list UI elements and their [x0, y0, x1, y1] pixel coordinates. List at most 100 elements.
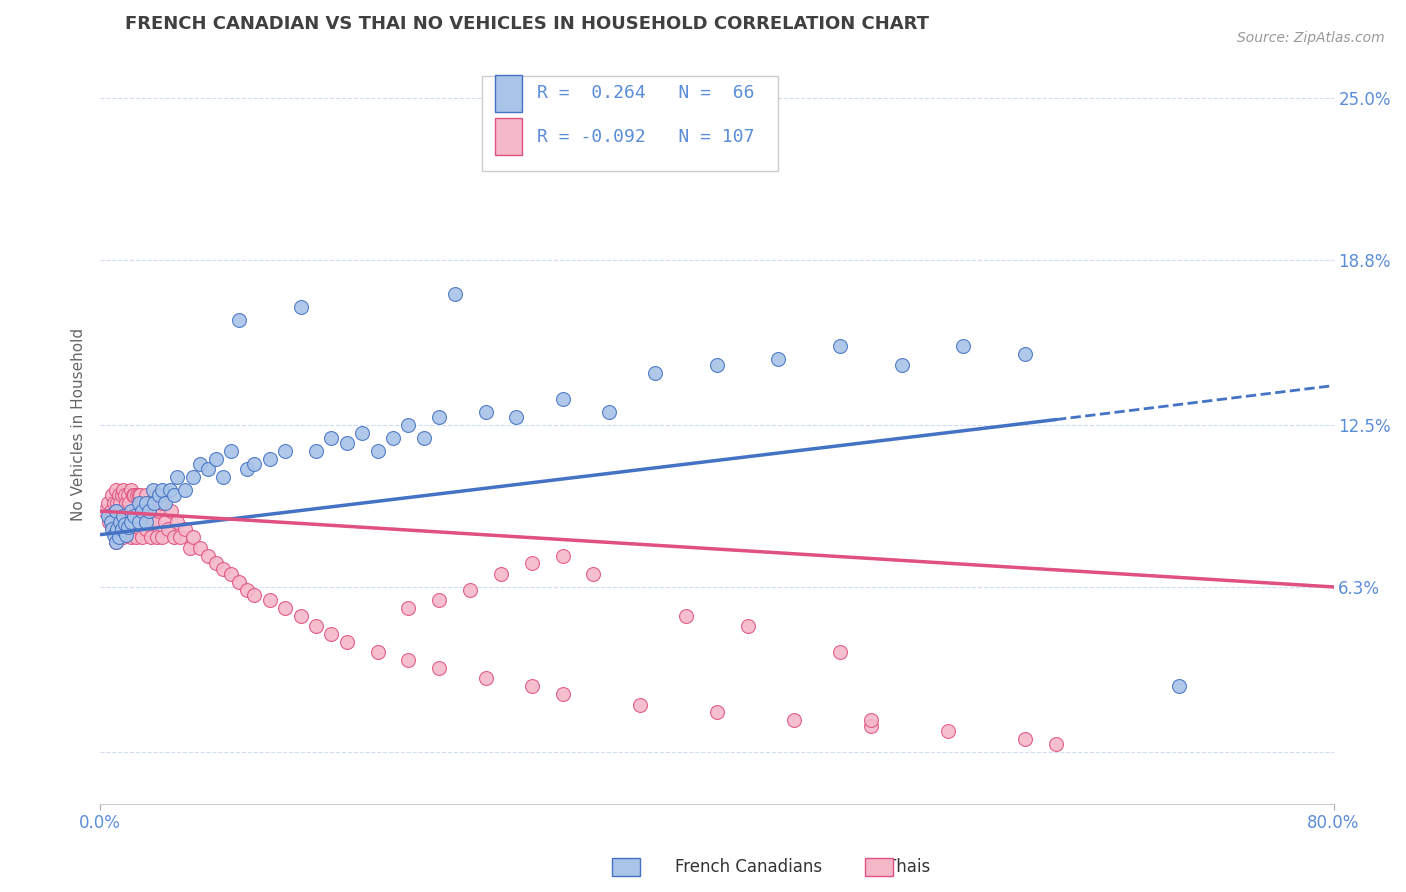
Point — [103, 523, 125, 537]
Point — [427, 593, 450, 607]
Point — [274, 444, 297, 458]
Point — [122, 488, 145, 502]
Point — [103, 527, 125, 541]
Point — [367, 645, 389, 659]
Point — [150, 530, 173, 544]
Point — [120, 530, 142, 544]
Point — [174, 523, 197, 537]
Point — [112, 530, 135, 544]
Point — [398, 600, 420, 615]
Point — [128, 515, 150, 529]
Point — [104, 504, 127, 518]
Point — [100, 515, 122, 529]
Point — [114, 515, 136, 529]
Point — [150, 496, 173, 510]
Point — [336, 436, 359, 450]
Point — [830, 339, 852, 353]
Point — [121, 515, 143, 529]
Point — [131, 504, 153, 518]
Point — [135, 523, 157, 537]
Point — [120, 483, 142, 498]
Point — [104, 535, 127, 549]
Point — [675, 608, 697, 623]
Point — [108, 523, 131, 537]
Point — [148, 504, 170, 518]
Text: French Canadians: French Canadians — [675, 858, 823, 876]
Point — [783, 714, 806, 728]
Point — [141, 504, 163, 518]
Point — [107, 530, 129, 544]
Point — [398, 653, 420, 667]
Point — [259, 451, 281, 466]
Point — [160, 504, 183, 518]
Point — [188, 541, 211, 555]
Point — [505, 409, 527, 424]
Point — [105, 523, 128, 537]
Point — [520, 557, 543, 571]
Point — [122, 509, 145, 524]
Point — [274, 600, 297, 615]
Point — [101, 515, 124, 529]
Point — [163, 488, 186, 502]
Point — [120, 509, 142, 524]
Point — [128, 496, 150, 510]
Point — [174, 483, 197, 498]
FancyBboxPatch shape — [482, 76, 779, 170]
Point — [139, 530, 162, 544]
Point — [181, 470, 204, 484]
Point — [146, 530, 169, 544]
Point — [489, 566, 512, 581]
Point — [124, 504, 146, 518]
Point — [111, 515, 134, 529]
Point — [153, 515, 176, 529]
Point — [145, 496, 167, 510]
Point — [644, 366, 666, 380]
Point — [163, 530, 186, 544]
Point — [121, 488, 143, 502]
Point — [952, 339, 974, 353]
Point — [112, 504, 135, 518]
Point — [135, 496, 157, 510]
Point — [706, 358, 728, 372]
Point — [134, 515, 156, 529]
Point — [412, 431, 434, 445]
Point — [97, 496, 120, 510]
Point — [107, 515, 129, 529]
Point — [890, 358, 912, 372]
Text: R = -0.092   N = 107: R = -0.092 N = 107 — [537, 128, 754, 145]
Point — [305, 619, 328, 633]
Point — [117, 515, 139, 529]
Point — [321, 627, 343, 641]
Y-axis label: No Vehicles in Household: No Vehicles in Household — [72, 328, 86, 522]
Point — [101, 523, 124, 537]
Point — [427, 661, 450, 675]
Point — [830, 645, 852, 659]
Point — [135, 488, 157, 502]
Point — [367, 444, 389, 458]
Point — [768, 352, 790, 367]
Point — [551, 392, 574, 406]
Point — [427, 409, 450, 424]
Point — [179, 541, 201, 555]
Point — [156, 523, 179, 537]
Point — [101, 488, 124, 502]
Point — [443, 287, 465, 301]
Point — [117, 520, 139, 534]
Point — [398, 417, 420, 432]
Point — [94, 504, 117, 518]
Point — [105, 496, 128, 510]
Point — [108, 515, 131, 529]
Point — [235, 582, 257, 597]
Point — [336, 635, 359, 649]
Point — [219, 566, 242, 581]
Point — [131, 496, 153, 510]
Point — [104, 504, 127, 518]
Point — [598, 405, 620, 419]
Point — [169, 530, 191, 544]
Point — [128, 520, 150, 534]
Point — [129, 523, 152, 537]
Point — [474, 672, 496, 686]
FancyBboxPatch shape — [495, 75, 522, 112]
Point — [243, 588, 266, 602]
Point — [166, 515, 188, 529]
